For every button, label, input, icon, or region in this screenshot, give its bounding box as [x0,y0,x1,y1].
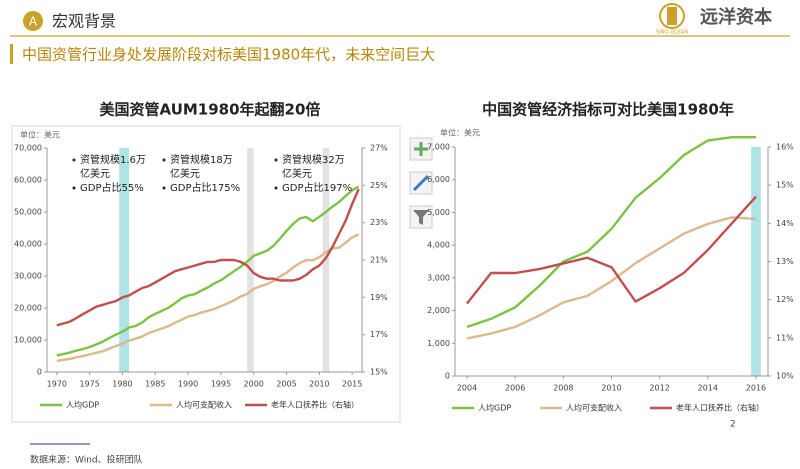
legend-label: 老年人口抚养比（右轴） [271,400,359,410]
y-tick-label: 30,000 [14,272,42,281]
y-tick-label: 50,000 [14,208,42,217]
y-tick-label: 70,000 [14,144,42,153]
y-tick-label: 20,000 [14,304,42,313]
x-tick-label: 1985 [145,380,165,389]
annotation: 资管规模18万 [170,153,233,166]
y-unit: 单位：美元 [440,128,480,138]
subtitle-bar [10,44,13,64]
x-tick-label: 1980 [112,380,132,389]
x-tick-label: 2015 [342,380,362,389]
y-tick-label: 2,000 [427,306,450,315]
brush-icon [412,174,430,192]
logo-en: SINO-OCEAN [656,30,688,36]
highlight-band [322,148,330,372]
y-tick-label: 60,000 [14,176,42,185]
series-line [466,136,756,329]
x-tick-label: 2010 [601,384,621,393]
y-tick-label: 4,000 [427,241,450,250]
y-tick-label: 0 [37,368,42,377]
logo-mark-inner [667,7,677,25]
annotation: GDP占比197% [282,181,352,194]
annotation-bullet [162,186,166,190]
source: 数据来源：Wind、投研团队 [30,454,143,466]
annotation-bullet [274,186,278,190]
x-tick-label: 2000 [244,380,264,389]
chart-title: 中国资管经济指标可对比美国1980年 [482,101,734,119]
y2-tick-label: 17% [370,330,388,339]
annotation: 亿美元 [170,167,200,180]
annotation-bullet [72,158,76,162]
annotation: 亿美元 [282,167,312,180]
section-letter: A [29,15,38,29]
y2-tick-label: 11% [776,333,794,342]
logo-cn: 远洋资本 [700,6,772,28]
chart-title: 美国资管AUM1980年起翻20倍 [100,101,321,119]
y2-tick-label: 12% [776,295,794,304]
y-tick-label: 5,000 [427,208,450,217]
x-tick-label: 1990 [178,380,198,389]
x-tick-label: 2006 [505,384,525,393]
x-tick-label: 2010 [309,380,329,389]
logo-mark [659,3,685,29]
annotation-bullet [162,158,166,162]
y-tick-label: 6,000 [427,175,450,184]
annotation: 资管规模1.6万 [80,153,146,166]
legend-label: 人均可支配收入 [566,403,622,413]
series-line [56,188,360,327]
y-tick-label: 3,000 [427,273,450,282]
y-tick-label: 40,000 [14,240,42,249]
page-number: 2 [730,420,736,430]
y2-tick-label: 19% [370,293,388,302]
series-line [56,233,360,362]
x-tick-label: 2008 [553,384,573,393]
x-tick-label: 2012 [649,384,669,393]
annotation-bullet [72,186,76,190]
legend-label: 人均GDP [478,403,511,413]
x-tick-label: 1995 [211,380,231,389]
y2-tick-label: 14% [776,219,794,228]
annotation-bullet [274,158,278,162]
x-tick-label: 2014 [698,384,718,393]
y2-tick-label: 13% [776,257,794,266]
annotation: GDP占比175% [170,181,240,194]
series-line [466,216,757,340]
y-tick-label: 1,000 [427,339,450,348]
filter-icon [413,210,429,225]
legend-label: 老年人口抚养比（右轴） [676,403,764,413]
series-line [466,195,757,305]
y2-tick-label: 16% [776,143,794,152]
y-tick-label: 7,000 [427,143,450,152]
y2-tick-label: 10% [776,372,794,381]
legend-label: 人均可支配收入 [176,400,232,410]
section-title: 宏观背景 [52,12,116,31]
annotation: 资管规模32万 [282,153,345,166]
x-tick-label: 1975 [79,380,99,389]
annotation: 亿美元 [80,167,110,180]
y2-tick-label: 23% [370,218,388,227]
section-badge [23,11,43,31]
y-tick-label: 0 [445,372,450,381]
add-icon [414,142,428,156]
y-unit: 单位：美元 [20,130,60,140]
y2-tick-label: 21% [370,256,388,265]
chart-frame [11,125,401,423]
y2-tick-label: 15% [776,181,794,190]
y2-tick-label: 25% [370,181,388,190]
highlight-band [751,147,761,376]
x-tick-label: 2005 [276,380,296,389]
series-line [56,185,360,357]
y-tick-label: 10,000 [14,336,42,345]
y2-tick-label: 27% [370,144,388,153]
annotation: GDP占比55% [80,181,144,194]
highlight-band [119,148,130,372]
x-tick-label: 2004 [457,384,477,393]
subtitle: 中国资管行业身处发展阶段对标美国1980年代，未来空间巨大 [22,46,435,64]
y2-tick-label: 15% [370,368,388,377]
x-tick-label: 2016 [746,384,766,393]
legend-label: 人均GDP [66,400,99,410]
x-tick-label: 1970 [47,380,67,389]
